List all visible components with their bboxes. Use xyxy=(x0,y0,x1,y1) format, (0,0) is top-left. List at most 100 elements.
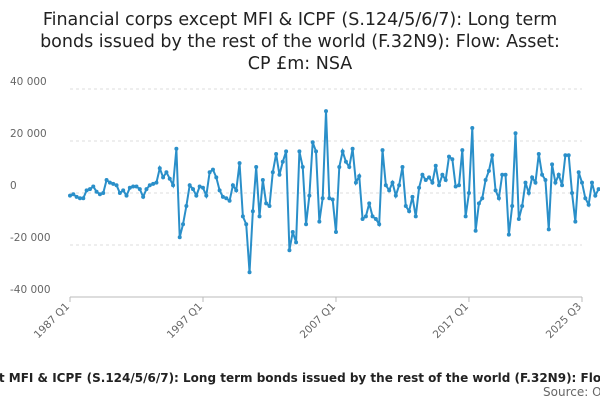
data-point xyxy=(390,180,395,185)
data-point xyxy=(506,232,511,237)
data-point xyxy=(290,230,295,234)
data-point xyxy=(520,204,525,208)
data-point xyxy=(240,214,245,219)
data-point xyxy=(294,240,299,245)
data-point xyxy=(440,172,445,177)
data-point xyxy=(210,167,215,172)
data-point xyxy=(413,214,418,219)
data-point xyxy=(340,149,345,154)
data-point xyxy=(200,185,205,190)
data-point xyxy=(214,175,219,180)
data-point xyxy=(254,165,259,169)
data-point xyxy=(380,148,385,153)
data-point xyxy=(556,172,561,177)
data-point xyxy=(373,217,378,221)
data-point xyxy=(74,194,79,199)
data-point xyxy=(397,183,402,188)
data-point xyxy=(94,189,99,194)
data-point xyxy=(87,187,92,192)
data-point xyxy=(194,193,199,198)
source: Source: Office for National Statistics xyxy=(543,385,600,399)
data-point xyxy=(337,165,342,169)
x-tick-label: 1987 Q1 xyxy=(32,301,72,341)
data-point xyxy=(131,184,136,189)
data-point xyxy=(310,140,315,145)
data-point xyxy=(400,165,405,169)
data-point xyxy=(387,188,392,193)
data-point xyxy=(543,178,548,182)
data-point xyxy=(540,172,545,177)
data-point xyxy=(550,162,555,167)
data-point xyxy=(533,180,538,185)
x-tick-label: 2025 Q3 xyxy=(544,301,584,341)
data-point xyxy=(257,214,262,219)
data-point xyxy=(363,214,368,219)
data-point xyxy=(593,193,598,198)
data-point xyxy=(563,153,568,158)
data-point xyxy=(383,183,388,188)
data-point xyxy=(157,166,162,171)
data-point xyxy=(117,191,122,195)
data-point xyxy=(91,184,96,189)
data-point xyxy=(124,193,129,198)
x-axis-title: Financial corps except MFI & ICPF (S.124… xyxy=(0,371,600,385)
data-point xyxy=(347,165,352,169)
y-tick-label: -20 000 xyxy=(10,232,51,244)
data-point xyxy=(307,193,312,198)
data-point xyxy=(417,185,422,190)
data-point xyxy=(324,109,328,114)
data-point xyxy=(217,188,222,193)
x-tick-label: 2007 Q1 xyxy=(298,301,338,341)
data-point xyxy=(181,222,186,227)
data-point xyxy=(463,214,468,219)
data-point xyxy=(490,153,495,158)
data-point xyxy=(447,154,452,159)
data-point xyxy=(370,214,375,219)
data-point xyxy=(174,146,179,151)
data-point xyxy=(220,194,225,199)
data-point xyxy=(244,222,249,227)
data-point xyxy=(164,170,169,175)
data-point xyxy=(247,270,252,275)
data-point xyxy=(280,159,285,164)
data-point xyxy=(154,180,159,185)
data-point xyxy=(596,187,600,192)
data-point xyxy=(250,209,255,214)
data-point xyxy=(187,183,192,188)
data-point xyxy=(184,204,189,208)
data-point xyxy=(430,180,435,185)
data-point xyxy=(151,181,156,186)
series-line xyxy=(69,111,600,273)
data-point xyxy=(287,248,292,253)
data-point xyxy=(84,188,89,193)
data-point xyxy=(197,184,202,189)
data-point xyxy=(546,227,551,232)
data-point xyxy=(137,187,142,192)
data-point xyxy=(433,163,438,168)
data-point xyxy=(453,184,458,189)
data-point xyxy=(589,180,594,185)
data-point xyxy=(304,222,309,227)
chart-title: bonds issued by the rest of the world (F… xyxy=(40,32,560,52)
data-point xyxy=(496,196,501,201)
data-point xyxy=(343,159,348,164)
data-point xyxy=(580,180,584,185)
data-point xyxy=(107,180,112,185)
data-point xyxy=(523,180,528,185)
data-point xyxy=(367,201,372,206)
data-point xyxy=(483,178,488,182)
data-point xyxy=(267,204,272,208)
data-point xyxy=(553,180,558,185)
data-point xyxy=(177,235,182,240)
data-point xyxy=(327,196,332,201)
data-point xyxy=(144,187,149,192)
data-point xyxy=(560,183,565,188)
data-point xyxy=(393,193,398,198)
data-point xyxy=(207,170,212,175)
data-point xyxy=(191,187,196,192)
data-point xyxy=(350,146,355,151)
data-point xyxy=(314,149,319,154)
data-point xyxy=(330,197,335,202)
data-point xyxy=(277,172,282,177)
data-point xyxy=(586,202,591,207)
